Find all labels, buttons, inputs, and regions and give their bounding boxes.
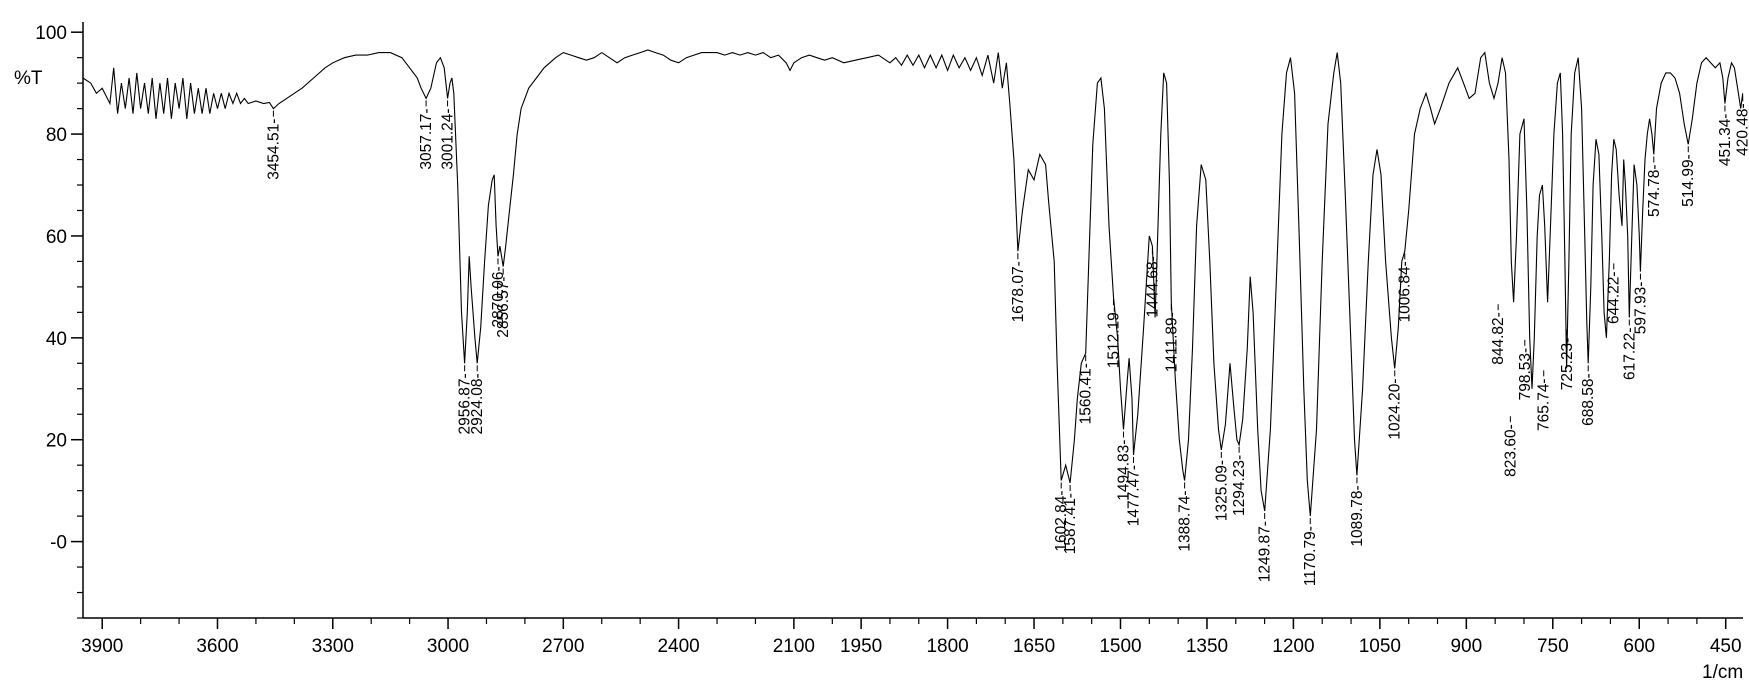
peak-label-text: 1089.78- bbox=[1349, 485, 1366, 546]
peak-label: 1587.41- bbox=[1062, 485, 1079, 554]
peak-label-text: 2924.08- bbox=[469, 373, 486, 434]
peak-label-text: 1477.47- bbox=[1125, 465, 1142, 526]
peak-label-text: 2856.57- bbox=[495, 277, 512, 338]
peak-label: 451.34- bbox=[1717, 106, 1734, 167]
peak-label-text: 617.22- bbox=[1621, 327, 1638, 380]
spectrum-line bbox=[83, 50, 1743, 516]
peak-label: 1325.09- bbox=[1213, 452, 1230, 521]
x-tick-label: 1650 bbox=[1013, 636, 1055, 657]
peak-label: 1411.89- bbox=[1163, 304, 1180, 372]
peak-label-text: 420.48- bbox=[1735, 103, 1749, 156]
y-ticks: 100 80 60 40 20 -0 bbox=[35, 23, 83, 618]
y-tick-label: 60 bbox=[46, 227, 67, 248]
y-tick-label: 80 bbox=[46, 125, 67, 146]
peak-label-text: 1170.79- bbox=[1302, 526, 1319, 586]
peak-label-text: 1249.87- bbox=[1257, 521, 1274, 582]
peak-labels: 3454.51-3057.17-3001.24-2956.87-2924.08-… bbox=[265, 95, 1749, 586]
peak-label: 514.99- bbox=[1680, 146, 1697, 207]
peak-label: 1249.87- bbox=[1257, 513, 1274, 582]
peak-label-text: 3001.24- bbox=[440, 108, 457, 169]
y-tick-label: -0 bbox=[50, 533, 67, 554]
peak-label: 1294.23- bbox=[1231, 447, 1248, 516]
peak-label: 597.93- bbox=[1632, 274, 1649, 335]
peak-label: 574.78- bbox=[1646, 156, 1663, 217]
x-tick-label: 1800 bbox=[926, 636, 968, 657]
x-tick-label: 450 bbox=[1710, 636, 1742, 657]
x-axis-title: 1/cm bbox=[1702, 662, 1743, 683]
peak-label: 644.22- bbox=[1606, 263, 1623, 324]
x-tick-label: 2700 bbox=[542, 636, 584, 657]
peak-label-text: 765.74- bbox=[1536, 378, 1553, 431]
peak-label-text: 1560.41- bbox=[1078, 363, 1095, 424]
x-tick-label: 2100 bbox=[773, 636, 815, 657]
peak-label: 1006.84- bbox=[1397, 253, 1414, 322]
peak-label-text: 451.34- bbox=[1717, 114, 1734, 167]
peak-label: 1678.07- bbox=[1010, 253, 1027, 322]
peak-label-text: 1388.74- bbox=[1177, 490, 1194, 551]
peak-label-text: 823.60- bbox=[1502, 424, 1519, 477]
peak-label: 1089.78- bbox=[1349, 477, 1366, 546]
peak-label: 798.53- bbox=[1517, 340, 1534, 401]
x-tick-label: 1350 bbox=[1186, 636, 1228, 657]
x-tick-label: 1050 bbox=[1359, 636, 1401, 657]
x-tick-label: 3300 bbox=[312, 636, 354, 657]
x-tick-label: 3000 bbox=[427, 636, 469, 657]
x-tick-label: 600 bbox=[1623, 636, 1655, 657]
x-tick-label: 3900 bbox=[81, 636, 123, 657]
peak-label: 3057.17- bbox=[418, 100, 435, 169]
x-tick-label: 3600 bbox=[196, 636, 238, 657]
peak-label: 1560.41- bbox=[1078, 355, 1095, 424]
peak-label: 725.23- bbox=[1559, 330, 1576, 391]
peak-label: 1477.47- bbox=[1125, 457, 1142, 526]
peak-label: 1170.79- bbox=[1302, 518, 1319, 586]
peak-label-text: 3454.51- bbox=[265, 119, 282, 180]
peak-label: 3001.24- bbox=[440, 100, 457, 169]
peak-label-text: 1678.07- bbox=[1010, 261, 1027, 322]
x-tick-label: 1500 bbox=[1099, 636, 1141, 657]
peak-label: 688.58- bbox=[1580, 365, 1597, 426]
peak-label: 420.48- bbox=[1735, 95, 1749, 156]
x-ticks: 3900 3600 3300 3000 2700 2400 2100 1950 1800 1650… bbox=[81, 618, 1741, 657]
peak-label-text: 1006.84- bbox=[1397, 261, 1414, 322]
peak-label-text: 1294.23- bbox=[1231, 455, 1248, 516]
peak-label-text: 574.78- bbox=[1646, 164, 1663, 217]
peak-label-text: 688.58- bbox=[1580, 373, 1597, 426]
peak-label-text: 1587.41- bbox=[1062, 493, 1079, 554]
peak-label-text: 1512.19- bbox=[1105, 307, 1122, 368]
peak-label-text: 1024.20- bbox=[1387, 378, 1404, 439]
peak-label: 823.60- bbox=[1502, 416, 1519, 477]
y-tick-label: 100 bbox=[35, 23, 67, 44]
peak-label-text: 597.93- bbox=[1632, 282, 1649, 335]
y-tick-label: 40 bbox=[46, 329, 67, 350]
peak-label: 1512.19- bbox=[1105, 299, 1122, 368]
y-axis-title: %T bbox=[14, 68, 43, 89]
peak-label-text: 644.22- bbox=[1606, 271, 1623, 324]
peak-label-text: 1325.09- bbox=[1213, 460, 1230, 521]
peak-label-text: 1411.89- bbox=[1163, 312, 1180, 372]
peak-label: 765.74- bbox=[1536, 370, 1553, 431]
peak-label: 1444.68- bbox=[1144, 248, 1161, 317]
peak-label: 1388.74- bbox=[1177, 482, 1194, 551]
peak-label-text: 798.53- bbox=[1517, 348, 1534, 401]
peak-label: 3454.51- bbox=[265, 111, 282, 180]
peak-label-text: 1444.68- bbox=[1144, 256, 1161, 317]
peak-label: 2924.08- bbox=[469, 365, 486, 434]
y-tick-label: 20 bbox=[46, 431, 67, 452]
x-tick-label: 1950 bbox=[840, 636, 882, 657]
peak-label: 844.82- bbox=[1490, 304, 1507, 365]
x-tick-label: 750 bbox=[1537, 636, 1569, 657]
x-tick-label: 2400 bbox=[657, 636, 699, 657]
peak-label: 1024.20- bbox=[1387, 370, 1404, 439]
peak-label-text: 725.23- bbox=[1559, 338, 1576, 391]
peak-label-text: 514.99- bbox=[1680, 154, 1697, 207]
peak-label-text: 3057.17- bbox=[418, 108, 435, 169]
x-tick-label: 1200 bbox=[1272, 636, 1314, 657]
peak-label: 2856.57- bbox=[495, 269, 512, 338]
peak-label-text: 844.82- bbox=[1490, 312, 1507, 365]
x-tick-label: 900 bbox=[1450, 636, 1482, 657]
